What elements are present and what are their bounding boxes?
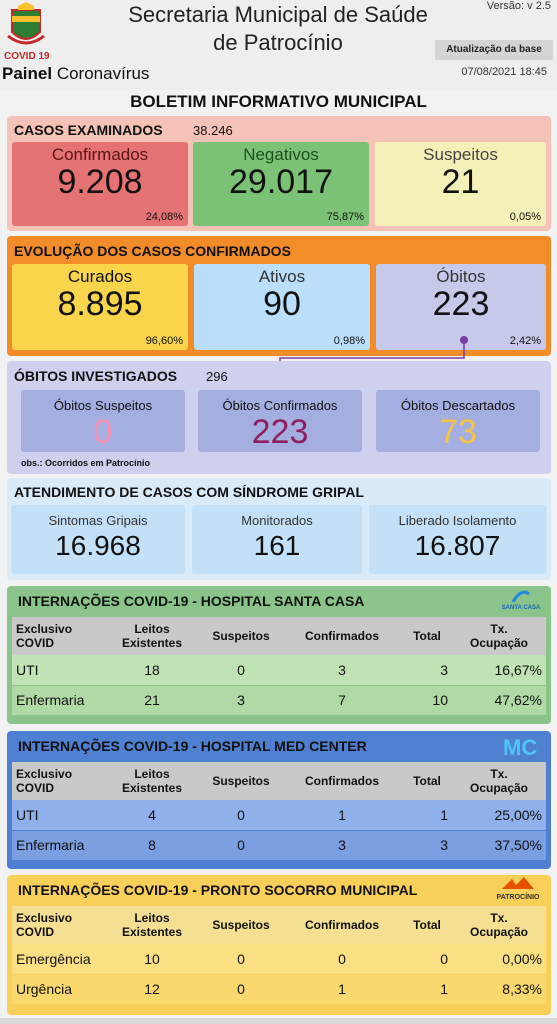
- obitos-card: Óbitos 223 2,42%: [376, 264, 546, 350]
- pronto-socorro-table: Exclusivo COVID Leitos Existentes Suspeito…: [12, 906, 546, 1004]
- table-header-row: Exclusivo COVID Leitos Existentes Suspeito…: [12, 762, 546, 800]
- deaths-total: 296: [206, 369, 228, 384]
- evolution-panel: EVOLUÇÃO DOS CASOS CONFIRMADOS Curados 8…: [7, 236, 551, 356]
- suspeitos-card: Suspeitos 21 0,05%: [375, 142, 546, 226]
- evolution-title: EVOLUÇÃO DOS CASOS CONFIRMADOS: [14, 243, 291, 259]
- obitos-suspeitos-card: Óbitos Suspeitos 0: [21, 390, 185, 452]
- svg-text:MC: MC: [503, 735, 537, 759]
- santa-casa-table: Exclusivo COVID Leitos Existentes Suspeito…: [12, 617, 546, 715]
- santa-casa-panel: INTERNAÇÕES COVID-19 - HOSPITAL SANTA CA…: [7, 586, 551, 724]
- ativos-card: Ativos 90 0,98%: [194, 264, 370, 350]
- table-row: Emergência 10 0 0 0 0,00%: [12, 944, 546, 974]
- sintomas-gripais-card: Sintomas Gripais 16.968: [11, 505, 185, 574]
- table-header-row: Exclusivo COVID Leitos Existentes Suspeito…: [12, 906, 546, 944]
- covid-label: COVID 19: [4, 51, 50, 62]
- confirmados-card: Confirmados 9.208 24,08%: [12, 142, 188, 226]
- med-center-title: INTERNAÇÕES COVID-19 - HOSPITAL MED CENT…: [18, 738, 367, 754]
- bulletin-title: BOLETIM INFORMATIVO MUNICIPAL: [130, 92, 427, 111]
- patrocinio-logo-icon: [502, 877, 534, 889]
- table-row: Enfermaria 21 3 7 10 47,62%: [12, 685, 546, 715]
- santa-casa-logo-icon: [511, 590, 530, 603]
- bottom-bar: [0, 1018, 557, 1024]
- municipal-crest-icon: [7, 2, 45, 45]
- page-title: Secretaria Municipal de Saúde de Patrocí…: [128, 2, 428, 55]
- panel-name: Painel Coronavírus: [2, 64, 150, 83]
- liberado-isolamento-card: Liberado Isolamento 16.807: [369, 505, 546, 574]
- update-time: 07/08/2021 18:45: [461, 66, 547, 78]
- flu-panel: ATENDIMENTO DE CASOS COM SÍNDROME GRIPAL…: [7, 478, 551, 580]
- deaths-title: ÓBITOS INVESTIGADOS: [14, 368, 178, 384]
- examined-title: CASOS EXAMINADOS: [14, 122, 163, 138]
- deaths-obs: obs.: Ocorridos em Patrocínio: [21, 458, 151, 468]
- flu-title: ATENDIMENTO DE CASOS COM SÍNDROME GRIPAL: [14, 484, 365, 500]
- deaths-panel: ÓBITOS INVESTIGADOS 296 Óbitos Suspeitos…: [7, 361, 551, 474]
- examined-total: 38.246: [193, 123, 233, 138]
- header: COVID 19 Painel Coronavírus Secretaria M…: [0, 0, 557, 90]
- table-row: UTI 18 0 3 3 16,67%: [12, 655, 546, 685]
- table-row: Urgência 12 0 1 1 8,33%: [12, 974, 546, 1004]
- table-row: UTI 4 0 1 1 25,00%: [12, 800, 546, 830]
- med-center-logo-icon: MC: [503, 735, 537, 759]
- negativos-card: Negativos 29.017 75,87%: [193, 142, 369, 226]
- santa-casa-title: INTERNAÇÕES COVID-19 - HOSPITAL SANTA CA…: [18, 593, 365, 609]
- santa-casa-logo: SANTA CASA: [497, 588, 545, 616]
- examined-panel: CASOS EXAMINADOS 38.246 Confirmados 9.20…: [7, 116, 551, 231]
- monitorados-card: Monitorados 161: [192, 505, 362, 574]
- pronto-socorro-panel: INTERNAÇÕES COVID-19 - PRONTO SOCORRO MU…: [7, 875, 551, 1015]
- version-label: Versão: v 2.5: [486, 0, 551, 12]
- med-center-panel: INTERNAÇÕES COVID-19 - HOSPITAL MED CENT…: [7, 731, 551, 869]
- patrocinio-logo: PATROCÍNIO: [490, 877, 546, 903]
- pronto-socorro-title: INTERNAÇÕES COVID-19 - PRONTO SOCORRO MU…: [18, 882, 418, 898]
- med-center-table: Exclusivo COVID Leitos Existentes Suspeito…: [12, 762, 546, 860]
- obitos-descartados-card: Óbitos Descartados 73: [376, 390, 540, 452]
- table-header-row: Exclusivo COVID Leitos Existentes Suspeito…: [12, 617, 546, 655]
- obitos-confirmados-card: Óbitos Confirmados 223: [198, 390, 362, 452]
- curados-card: Curados 8.895 96,60%: [12, 264, 188, 350]
- update-label: Atualização da base: [435, 40, 553, 60]
- table-row: Enfermaria 8 0 3 3 37,50%: [12, 830, 546, 860]
